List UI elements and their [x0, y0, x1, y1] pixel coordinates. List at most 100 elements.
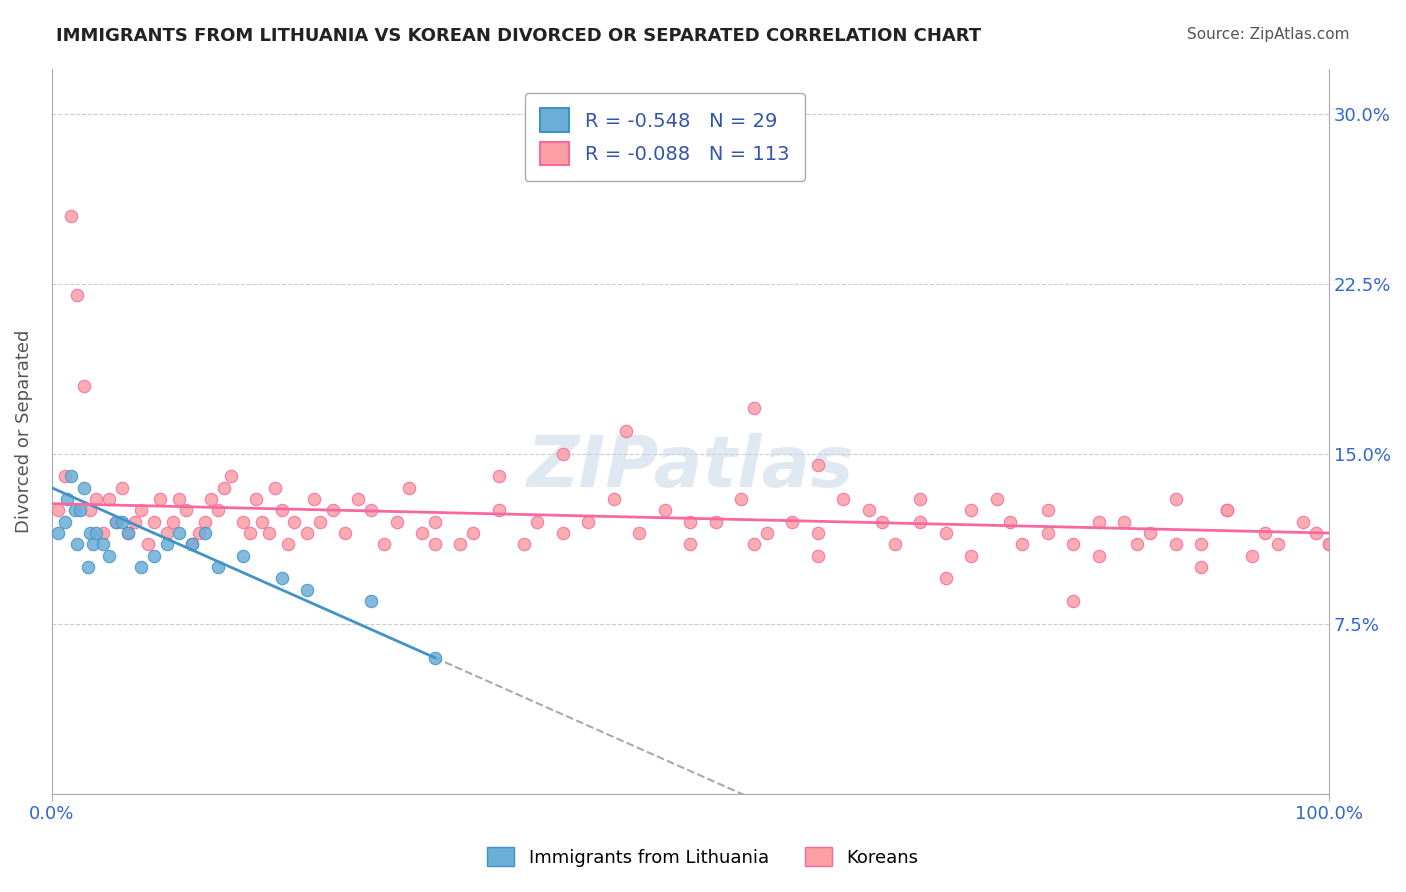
Point: [807, 526, 830, 541]
Point: [986, 492, 1008, 507]
Point: [111, 481, 134, 495]
Point: [576, 515, 599, 529]
Point: [908, 492, 931, 507]
Point: [373, 537, 395, 551]
Point: [117, 526, 139, 541]
Point: [309, 515, 332, 529]
Point: [935, 526, 957, 541]
Point: [742, 537, 765, 551]
Point: [117, 526, 139, 541]
Point: [53, 469, 76, 483]
Point: [257, 526, 280, 541]
Point: [1164, 537, 1187, 551]
Point: [449, 537, 471, 551]
Point: [1062, 537, 1084, 551]
Point: [219, 469, 242, 483]
Point: [628, 526, 651, 541]
Point: [174, 503, 197, 517]
Point: [935, 571, 957, 585]
Point: [76, 560, 98, 574]
Point: [1215, 503, 1237, 517]
Point: [1241, 549, 1264, 563]
Text: Source: ZipAtlas.com: Source: ZipAtlas.com: [1187, 27, 1350, 42]
Point: [169, 526, 191, 541]
Point: [385, 515, 408, 529]
Point: [86, 492, 108, 507]
Text: IMMIGRANTS FROM LITHUANIA VS KOREAN DIVORCED OR SEPARATED CORRELATION CHART: IMMIGRANTS FROM LITHUANIA VS KOREAN DIVO…: [56, 27, 981, 45]
Point: [181, 537, 204, 551]
Point: [66, 537, 89, 551]
Point: [73, 481, 96, 495]
Point: [1189, 560, 1212, 574]
Point: [513, 537, 536, 551]
Point: [283, 515, 305, 529]
Point: [91, 537, 114, 551]
Point: [149, 492, 172, 507]
Point: [1164, 492, 1187, 507]
Text: ZIPatlas: ZIPatlas: [527, 433, 853, 502]
Point: [1189, 537, 1212, 551]
Point: [1114, 515, 1136, 529]
Legend: Immigrants from Lithuania, Koreans: Immigrants from Lithuania, Koreans: [479, 840, 927, 874]
Point: [245, 492, 267, 507]
Point: [463, 526, 485, 541]
Point: [360, 594, 382, 608]
Point: [86, 526, 108, 541]
Point: [1088, 515, 1111, 529]
Y-axis label: Divorced or Separated: Divorced or Separated: [15, 329, 32, 533]
Point: [98, 549, 121, 563]
Point: [679, 515, 702, 529]
Point: [73, 378, 96, 392]
Point: [1062, 594, 1084, 608]
Point: [1317, 537, 1340, 551]
Point: [1317, 537, 1340, 551]
Point: [104, 515, 127, 529]
Point: [908, 515, 931, 529]
Point: [104, 515, 127, 529]
Point: [239, 526, 262, 541]
Point: [654, 503, 676, 517]
Point: [79, 526, 101, 541]
Legend: R = -0.548   N = 29, R = -0.088   N = 113: R = -0.548 N = 29, R = -0.088 N = 113: [524, 93, 804, 181]
Point: [46, 526, 69, 541]
Point: [335, 526, 357, 541]
Point: [782, 515, 804, 529]
Point: [423, 515, 446, 529]
Point: [870, 515, 893, 529]
Point: [1126, 537, 1149, 551]
Point: [162, 515, 184, 529]
Point: [832, 492, 855, 507]
Point: [1292, 515, 1315, 529]
Point: [129, 560, 152, 574]
Point: [322, 503, 344, 517]
Point: [142, 549, 165, 563]
Point: [56, 492, 79, 507]
Point: [232, 515, 254, 529]
Point: [295, 582, 318, 597]
Point: [98, 492, 121, 507]
Point: [169, 492, 191, 507]
Point: [270, 503, 292, 517]
Point: [207, 503, 229, 517]
Point: [411, 526, 433, 541]
Point: [616, 424, 638, 438]
Point: [207, 560, 229, 574]
Point: [526, 515, 548, 529]
Point: [212, 481, 235, 495]
Point: [347, 492, 370, 507]
Point: [998, 515, 1021, 529]
Point: [53, 515, 76, 529]
Point: [1267, 537, 1289, 551]
Point: [423, 650, 446, 665]
Point: [142, 515, 165, 529]
Point: [807, 549, 830, 563]
Point: [136, 537, 159, 551]
Point: [270, 571, 292, 585]
Point: [1215, 503, 1237, 517]
Point: [1305, 526, 1327, 541]
Point: [129, 503, 152, 517]
Point: [551, 447, 574, 461]
Point: [63, 503, 86, 517]
Point: [704, 515, 727, 529]
Point: [252, 515, 274, 529]
